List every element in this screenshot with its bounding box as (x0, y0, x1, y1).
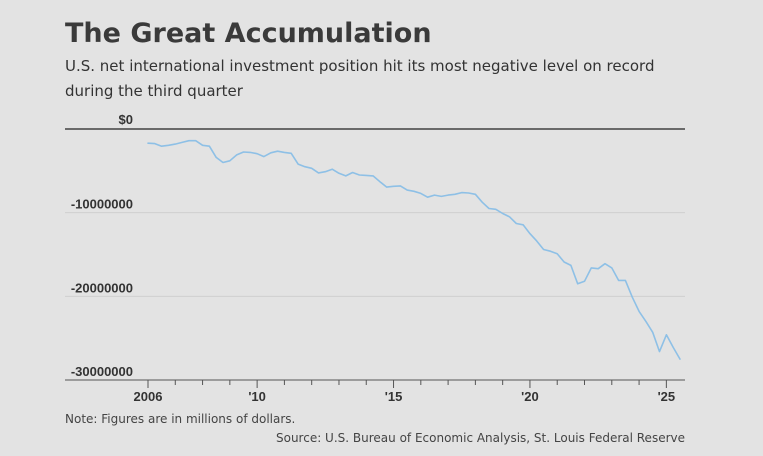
series-line-0 (147, 139, 681, 360)
x-tick-label: '20 (521, 389, 539, 404)
x-tick-label: '15 (385, 389, 403, 404)
y-tick-label: -30000000 (71, 364, 133, 379)
chart-source: Source: U.S. Bureau of Economic Analysis… (275, 431, 685, 445)
x-tick-label: '10 (248, 389, 266, 404)
chart-subtitle: U.S. net international investment positi… (65, 57, 655, 100)
chart-title: The Great Accumulation (65, 18, 432, 49)
x-tick-label: 2006 (134, 389, 163, 404)
y-tick-label: -20000000 (71, 280, 133, 295)
chart-note: Note: Figures are in millions of dollars… (65, 412, 296, 426)
y-tick-label: -10000000 (71, 197, 133, 212)
x-tick-label: '25 (658, 389, 676, 404)
y-tick-label: $0 (119, 112, 133, 127)
